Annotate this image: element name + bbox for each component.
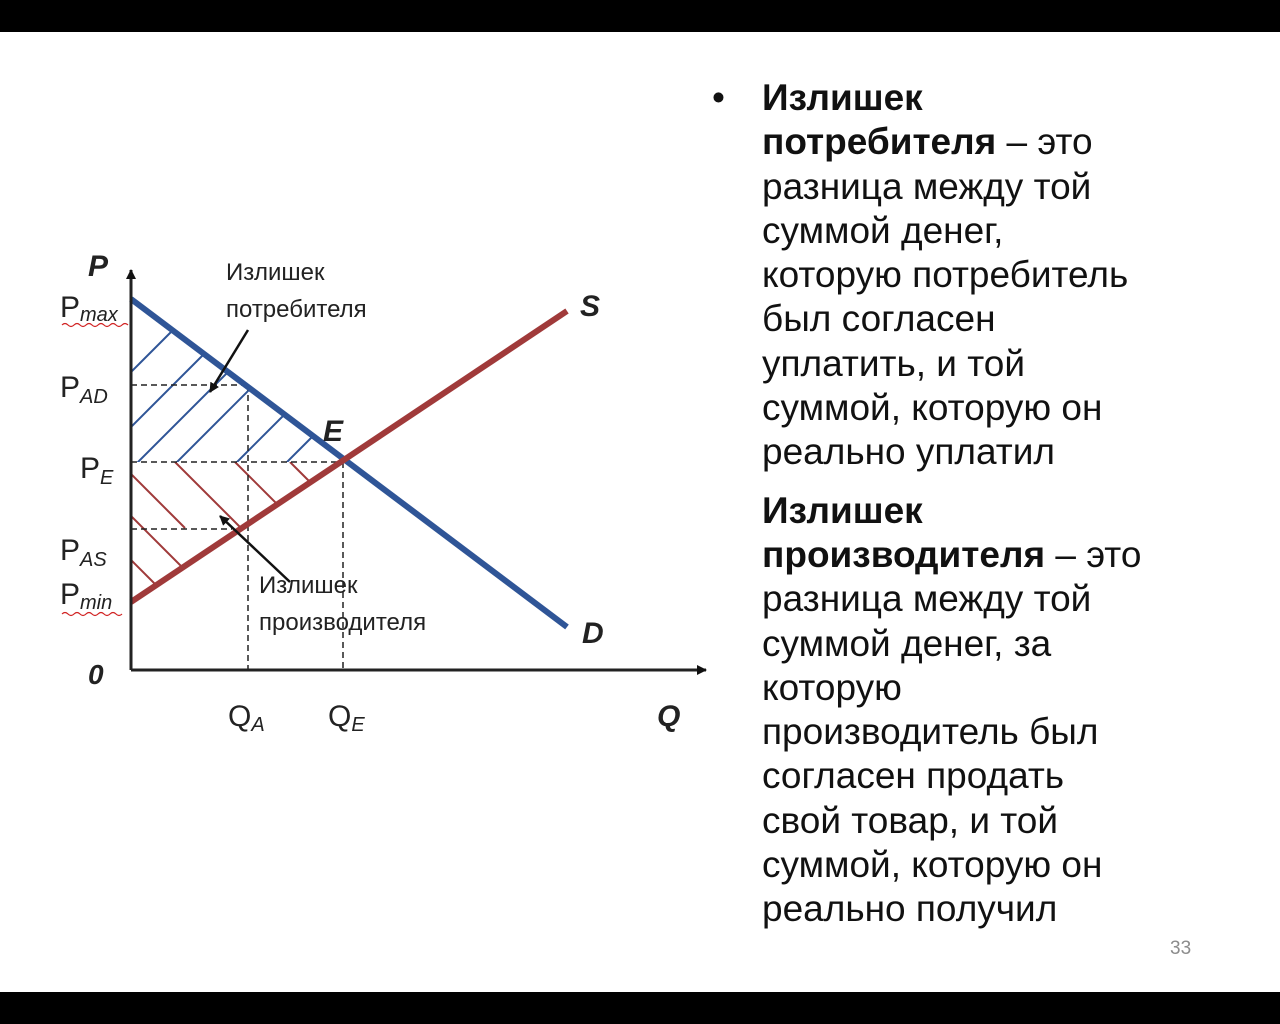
producer-term-line1: Излишек	[762, 489, 923, 531]
producer-line-7: суммой, которую он	[762, 844, 1103, 886]
producer-line-1: разница между той	[762, 578, 1092, 620]
consumer-line-7: реально уплатил	[762, 431, 1055, 473]
producer-line-8: реально получил	[762, 888, 1058, 930]
consumer-line-5: уплатить, и той	[762, 342, 1026, 384]
consumer-line-2: суммой денег,	[762, 209, 1004, 251]
consumer-line-3: которую потребитель	[762, 254, 1129, 296]
producer-line-3: которую	[762, 666, 902, 708]
consumer-surplus-label-line1: Излишек	[226, 259, 325, 286]
p-min-label: Pmin	[60, 578, 112, 614]
producer-line-5: согласен продать	[762, 755, 1065, 797]
consumer-surplus-definition: • Излишек потребителя – это разница межд…	[710, 76, 1270, 475]
consumer-surplus-arrow	[208, 329, 250, 393]
producer-line-6: свой товар, и той	[762, 799, 1059, 841]
consumer-line-1: разница между той	[762, 165, 1092, 207]
supply-curve	[129, 308, 569, 605]
q-e-label: QE	[328, 700, 365, 736]
supply-demand-diagram: P Q 0 Pmax PAD PE PAS Pmin QA QE S D E И…	[60, 250, 707, 736]
producer-term-line2: производителя	[762, 533, 1046, 575]
p-as-label: PAS	[60, 534, 107, 571]
producer-line-2: суммой денег, за	[762, 622, 1052, 664]
page-number: 33	[1170, 938, 1192, 959]
producer-line-0: – это	[1045, 533, 1142, 575]
consumer-surplus-label-line2: потребителя	[226, 296, 367, 323]
producer-surplus-label-line1: Излишек	[259, 572, 358, 599]
consumer-line-4: был согласен	[762, 298, 996, 340]
p-axis-label: P	[88, 250, 109, 283]
p-min-spellcheck-underline	[61, 611, 123, 617]
producer-surplus-label-line2: производителя	[259, 609, 426, 636]
origin-label: 0	[88, 659, 104, 690]
q-a-label: QA	[228, 700, 265, 736]
demand-curve	[129, 296, 569, 630]
consumer-surplus-hatching	[131, 311, 331, 462]
p-e-label: PE	[80, 452, 114, 489]
consumer-term-line1: Излишек	[762, 77, 923, 118]
producer-surplus-definition: Излишек производителя – это разница межд…	[710, 489, 1270, 932]
demand-label: D	[582, 617, 604, 650]
producer-line-4: производитель был	[762, 711, 1099, 753]
bullet-marker: •	[712, 77, 725, 118]
producer-surplus-arrow	[219, 515, 291, 583]
consumer-line-0: – это	[996, 121, 1093, 163]
supply-label: S	[580, 290, 600, 323]
consumer-term-line2: потребителя	[762, 121, 997, 163]
p-max-label: Pmax	[60, 291, 119, 326]
consumer-line-6: суммой, которую он	[762, 387, 1103, 429]
slide: P Q 0 Pmax PAD PE PAS Pmin QA QE S D E И…	[0, 32, 1280, 992]
p-max-spellcheck-underline	[61, 322, 129, 328]
equilibrium-label: E	[323, 415, 344, 448]
definitions-text: • Излишек потребителя – это разница межд…	[710, 76, 1270, 932]
p-ad-label: PAD	[60, 371, 108, 408]
q-axis-label: Q	[657, 700, 680, 733]
